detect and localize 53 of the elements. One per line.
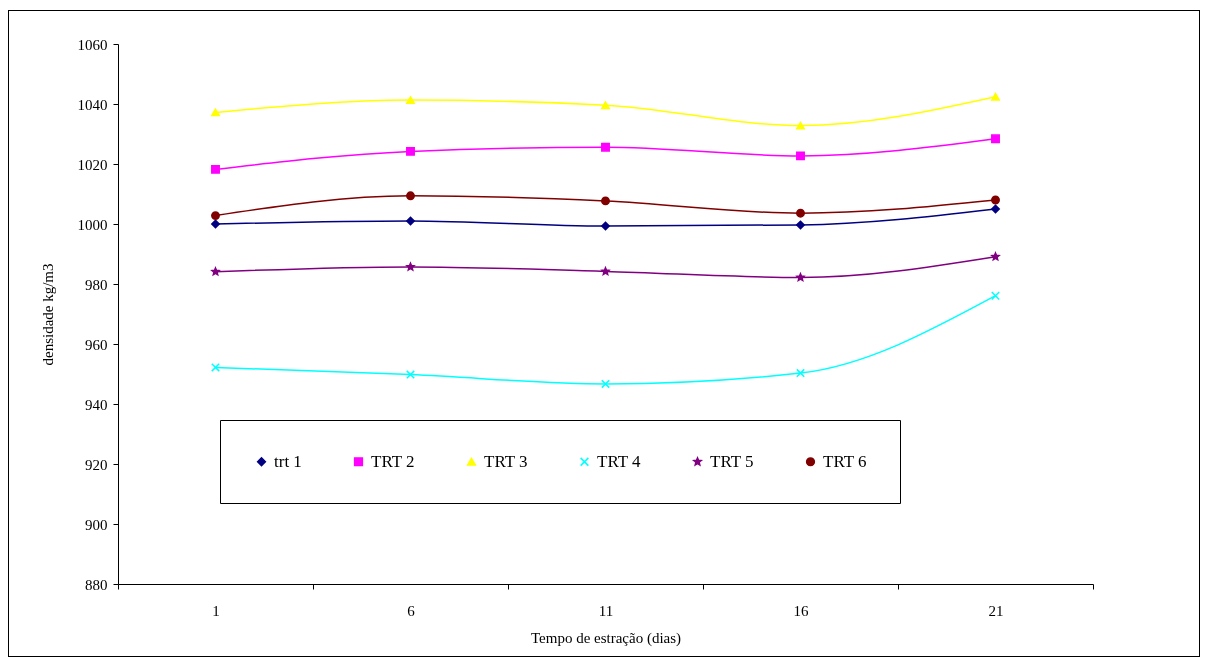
- point: [991, 134, 1000, 144]
- point: [211, 211, 220, 221]
- y-axis-title: densidade kg/m3: [39, 263, 56, 366]
- point: [601, 221, 610, 231]
- point: [211, 219, 220, 229]
- legend-label: trt 1: [274, 451, 302, 471]
- y-tick-label: 940: [85, 396, 108, 413]
- y-tick-label: 980: [85, 276, 108, 293]
- point: [211, 164, 220, 174]
- y-tick-label: 900: [85, 516, 108, 533]
- x-tick-label: 1: [212, 602, 220, 619]
- point: [601, 266, 610, 276]
- point: [991, 92, 1000, 101]
- point: [211, 108, 220, 117]
- x-tick-label: 21: [988, 602, 1004, 619]
- point: [406, 370, 415, 380]
- point: [991, 291, 1000, 301]
- y-tick-label: 1020: [77, 156, 108, 173]
- point: [601, 142, 610, 152]
- point: [406, 191, 415, 201]
- y-tick-label: 920: [85, 456, 108, 473]
- y-tick-label: 880: [85, 576, 108, 593]
- y-tick-label: 1000: [77, 216, 108, 233]
- y-tick-label: 960: [85, 336, 108, 353]
- legend-label: TRT 4: [597, 451, 642, 471]
- x-axis-title: Tempo de estração (dias): [530, 629, 682, 647]
- point: [601, 196, 610, 206]
- point: [211, 267, 220, 276]
- point: [601, 379, 610, 389]
- point: [796, 220, 805, 230]
- point: [211, 362, 220, 372]
- point: [406, 262, 415, 271]
- legend-label: TRT 6: [823, 451, 867, 471]
- point: [406, 146, 415, 156]
- point: [991, 195, 1000, 205]
- y-tick-label: 1040: [77, 96, 108, 113]
- point: [991, 204, 1000, 214]
- x-tick-label: 16: [793, 602, 809, 619]
- y-tick-label: 1060: [77, 36, 108, 53]
- point: [796, 368, 805, 378]
- point: [406, 216, 415, 226]
- legend-label: TRT 2: [371, 451, 415, 471]
- x-tick-label: 11: [598, 602, 614, 619]
- point: [796, 272, 805, 282]
- point: [406, 96, 415, 105]
- point: [601, 101, 610, 110]
- point: [991, 252, 1000, 261]
- point: [796, 121, 805, 130]
- point: [796, 208, 805, 218]
- legend-label: TRT 3: [484, 451, 528, 471]
- legend-label: TRT 5: [710, 451, 754, 471]
- point: [796, 151, 805, 161]
- x-tick-label: 6: [407, 602, 416, 619]
